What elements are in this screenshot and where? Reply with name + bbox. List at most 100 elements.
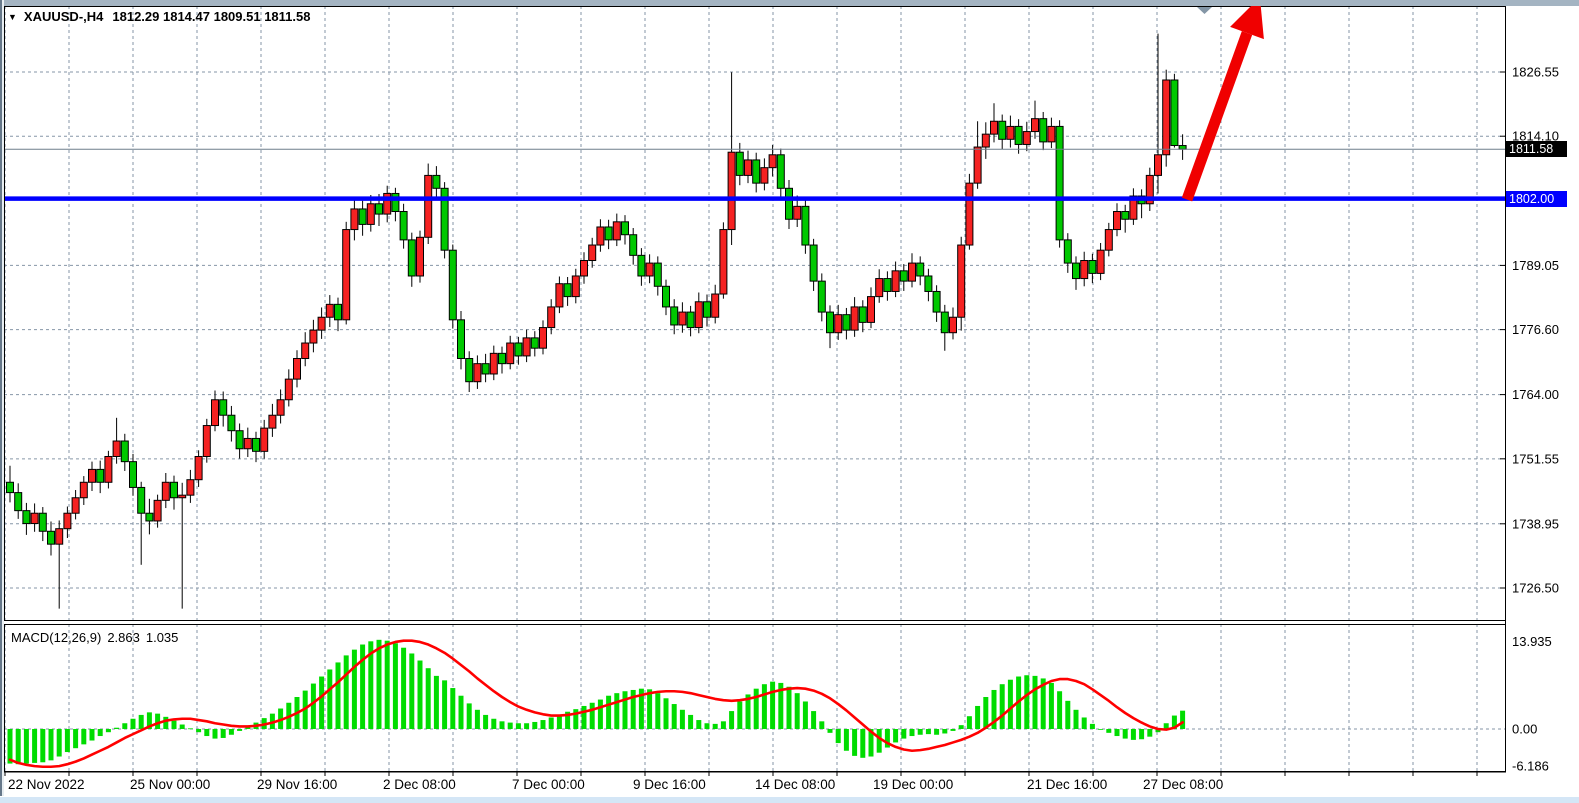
macd-histogram-bar	[835, 729, 841, 744]
macd-histogram-bar	[958, 725, 964, 729]
macd-histogram-bar	[1180, 710, 1186, 729]
macd-histogram-bar	[737, 701, 743, 729]
candle	[481, 353, 490, 383]
macd-histogram-bar	[868, 729, 874, 757]
candle	[785, 180, 793, 230]
candle	[6, 465, 14, 503]
macd-histogram-bar	[1032, 675, 1038, 729]
candle	[383, 185, 392, 223]
macd-histogram-bar	[1139, 729, 1145, 740]
candle	[1113, 203, 1121, 237]
macd-histogram-bar	[770, 681, 776, 729]
candle	[506, 335, 515, 370]
macd-histogram-bar	[1122, 729, 1128, 739]
macd-histogram-bar	[876, 729, 882, 753]
time-axis-label: 22 Nov 2022	[8, 777, 85, 792]
time-axis-label: 21 Dec 16:00	[1027, 777, 1107, 792]
macd-histogram-bar	[975, 705, 981, 729]
symbol-period-label: XAUUSD-,H4	[23, 9, 104, 24]
candle	[588, 237, 597, 268]
candle	[1170, 73, 1179, 148]
macd-histogram-bar	[64, 729, 70, 753]
symbol-dropdown-icon[interactable]: ▼	[8, 11, 17, 22]
candle	[391, 187, 400, 222]
macd-histogram-bar	[425, 668, 431, 729]
macd-histogram-bar	[40, 729, 46, 763]
macd-histogram-bar	[1073, 709, 1079, 729]
macd-histogram-bar	[548, 717, 554, 729]
candle	[1104, 222, 1113, 257]
macd-histogram-bar	[483, 714, 489, 729]
chart-shift-marker[interactable]	[1197, 7, 1212, 14]
candle	[850, 297, 859, 337]
macd-histogram-bar	[630, 689, 636, 729]
macd-histogram-bar	[1007, 679, 1013, 729]
candle	[842, 307, 851, 340]
candle	[260, 419, 269, 459]
macd-histogram-bar	[614, 693, 620, 729]
last-price-badge: 1811.58	[1506, 141, 1567, 158]
macd-histogram-bar	[212, 729, 218, 739]
candle	[735, 142, 744, 186]
candle	[670, 299, 679, 335]
macd-histogram-bar	[89, 729, 95, 741]
candle	[1178, 134, 1187, 160]
macd-name: MACD(12,26,9)	[11, 630, 102, 645]
macd-histogram-bar	[606, 695, 612, 729]
macd-histogram-bar	[376, 639, 382, 729]
macd-histogram-bar	[909, 729, 915, 737]
time-axis-label: 19 Dec 00:00	[873, 777, 953, 792]
price-axis-label: 1726.50	[1512, 581, 1559, 596]
candle	[891, 261, 900, 298]
candle	[325, 295, 334, 328]
candle	[768, 144, 777, 177]
macd-histogram-bar	[73, 729, 79, 749]
candle	[916, 256, 925, 286]
macd-histogram-bar	[507, 722, 513, 729]
macd-histogram-bar	[384, 640, 390, 729]
macd-histogram-bar	[1130, 729, 1136, 740]
macd-indicator-label: MACD(12,26,9) 2.863 1.035	[11, 630, 184, 645]
macd-histogram-bar	[802, 701, 808, 729]
macd-histogram-bar	[130, 718, 136, 729]
main-panel-border	[4, 6, 1506, 621]
candle	[153, 494, 162, 528]
candle	[858, 300, 867, 333]
macd-histogram-bar	[565, 711, 571, 729]
trend-arrow-drawing[interactable]	[1181, 0, 1264, 202]
candle	[112, 417, 121, 464]
candle	[653, 256, 662, 296]
macd-histogram-bar	[843, 729, 849, 751]
time-axis-label: 29 Nov 16:00	[257, 777, 337, 792]
candle	[612, 213, 621, 247]
candle	[276, 389, 285, 424]
candle	[243, 427, 252, 458]
candle	[1096, 242, 1105, 281]
candle	[727, 72, 736, 246]
candle	[875, 269, 884, 303]
macd-histogram-bar	[638, 688, 644, 729]
candle	[440, 182, 449, 259]
macd-histogram-bar	[163, 716, 169, 729]
candle	[137, 481, 146, 565]
candle	[760, 158, 769, 191]
candle	[973, 121, 982, 189]
candle	[399, 203, 408, 249]
time-axis-label: 14 Dec 08:00	[755, 777, 835, 792]
candle	[637, 248, 646, 286]
window-left-border-inner	[2, 0, 4, 796]
candle	[1039, 111, 1048, 151]
macd-histogram-bar	[712, 723, 718, 729]
level-price-badge: 1802.00	[1506, 190, 1567, 207]
macd-histogram-bar	[433, 675, 439, 729]
macd-histogram-bar	[581, 705, 587, 729]
candle	[563, 277, 572, 306]
macd-histogram-bar	[187, 728, 193, 730]
macd-histogram-bar	[491, 718, 497, 729]
macd-histogram-bar	[204, 729, 210, 737]
price-axis-label: 1814.10	[1512, 129, 1559, 144]
macd-histogram-bar	[360, 644, 366, 729]
candle	[350, 199, 359, 241]
